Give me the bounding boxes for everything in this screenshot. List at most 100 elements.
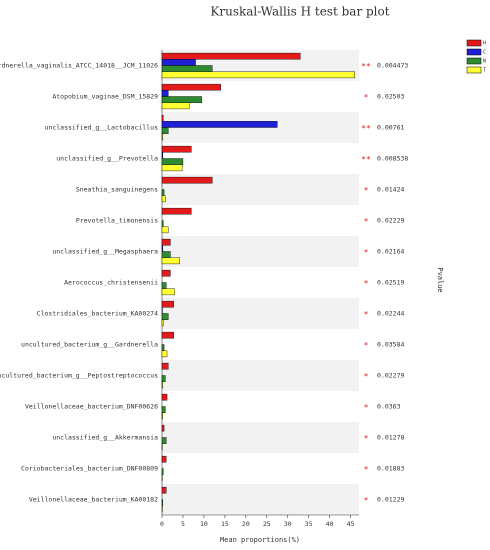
category-label: Veillonellaceae_bacterium_KA00182 — [29, 496, 158, 504]
bar — [161, 288, 175, 296]
category-label: Aerococcus_christensenii — [64, 279, 158, 287]
category-label: Veillonellaceae_bacterium_DNF00626 — [25, 403, 158, 411]
x-tick-label: 35 — [305, 520, 313, 528]
bar — [161, 238, 171, 246]
legend-swatch — [466, 39, 482, 47]
bar — [161, 71, 356, 79]
bar — [161, 127, 169, 134]
row-band — [162, 484, 359, 515]
p-stars: * — [364, 310, 369, 319]
x-tick-label: 45 — [347, 520, 355, 528]
bar — [161, 350, 168, 358]
p-stars: * — [364, 403, 369, 412]
bar — [161, 226, 169, 234]
bar — [161, 96, 203, 103]
p-stars: * — [364, 217, 369, 226]
p-stars: * — [364, 341, 369, 350]
p-stars: * — [364, 248, 369, 257]
p-value: 0.01424 — [377, 186, 404, 194]
row-band — [162, 298, 359, 329]
bar — [161, 164, 183, 172]
p-stars: * — [364, 93, 369, 102]
row-band — [162, 236, 359, 267]
category-label: Clostridiales_bacterium_KA00274 — [37, 310, 158, 318]
bar — [161, 65, 213, 72]
bar — [161, 375, 166, 382]
legend-label: H — [483, 41, 486, 47]
bar — [161, 406, 166, 413]
bar — [161, 152, 164, 159]
legend-label: T — [483, 68, 486, 74]
row-band — [162, 422, 359, 453]
p-value: 0.02503 — [377, 93, 404, 101]
x-tick-label: 0 — [160, 520, 164, 528]
p-stars: * — [364, 186, 369, 195]
bar — [161, 189, 165, 196]
p-stars: * — [364, 279, 369, 288]
row-band — [162, 360, 359, 391]
legend-swatch — [466, 57, 482, 65]
pvalue-label: Pvalue — [436, 267, 444, 292]
p-value: 0.008538 — [377, 155, 408, 163]
p-stars: * — [364, 496, 369, 505]
legend-label: C — [483, 50, 486, 56]
bar — [161, 145, 192, 153]
bar — [161, 269, 171, 277]
legend-label: N — [483, 59, 486, 65]
x-tick-label: 15 — [221, 520, 229, 528]
bar — [161, 257, 180, 265]
bar — [161, 344, 165, 351]
bar — [161, 245, 164, 252]
bar — [161, 102, 190, 110]
p-value: 0.01229 — [377, 496, 404, 504]
x-tick-label: 40 — [326, 520, 334, 528]
bar — [161, 207, 192, 215]
bar — [161, 381, 164, 389]
p-value: 0.03584 — [377, 341, 404, 349]
p-stars: * — [364, 372, 369, 381]
bar — [161, 282, 167, 289]
x-tick-label: 25 — [263, 520, 271, 528]
x-tick-label: 20 — [242, 520, 250, 528]
bar — [161, 114, 164, 122]
category-label: unclassified_g__Lactobacillus — [45, 124, 159, 132]
category-label: Atopobium_vaginae_DSM_15829 — [52, 93, 158, 101]
p-stars: * — [364, 465, 369, 474]
bar — [161, 90, 169, 97]
bar — [161, 313, 169, 320]
p-value: 0.02279 — [377, 372, 404, 380]
bar — [161, 251, 171, 258]
category-label: unclassified_g__Akkermansia — [52, 434, 158, 442]
p-value: 0.01278 — [377, 434, 404, 442]
bar — [161, 424, 165, 432]
category-label: Gardnerella_vaginalis_ATCC_14018__JCM_11… — [0, 62, 158, 70]
p-stars: ** — [361, 124, 371, 133]
bar — [161, 300, 174, 308]
bar — [161, 195, 166, 203]
bar — [161, 220, 164, 227]
bar — [161, 319, 164, 327]
category-label: unclassified_g__Prevotella — [56, 155, 158, 163]
bar — [161, 331, 174, 339]
p-value: 0.02229 — [377, 217, 404, 225]
x-tick-label: 10 — [200, 520, 208, 528]
bar — [161, 52, 301, 60]
category-label: Coriobacteriales_bacterium_DNF00809 — [21, 465, 158, 473]
category-label: uncultured_bacterium_g__Peptostreptococc… — [0, 372, 158, 380]
bar — [161, 133, 164, 141]
p-stars: ** — [361, 155, 371, 164]
x-tick-label: 5 — [181, 520, 185, 528]
legend-swatch — [466, 66, 482, 74]
p-value: 0.0363 — [377, 403, 401, 411]
bar — [161, 393, 168, 401]
bar — [161, 486, 167, 494]
category-label: Sneathia_sanguinegens — [76, 186, 158, 194]
p-stars: ** — [361, 62, 371, 71]
x-axis-label: Mean proportions(%) — [220, 536, 300, 544]
x-tick-label: 30 — [284, 520, 292, 528]
p-stars: * — [364, 434, 369, 443]
bar — [161, 499, 164, 506]
bar — [161, 83, 221, 91]
bar — [161, 412, 164, 420]
